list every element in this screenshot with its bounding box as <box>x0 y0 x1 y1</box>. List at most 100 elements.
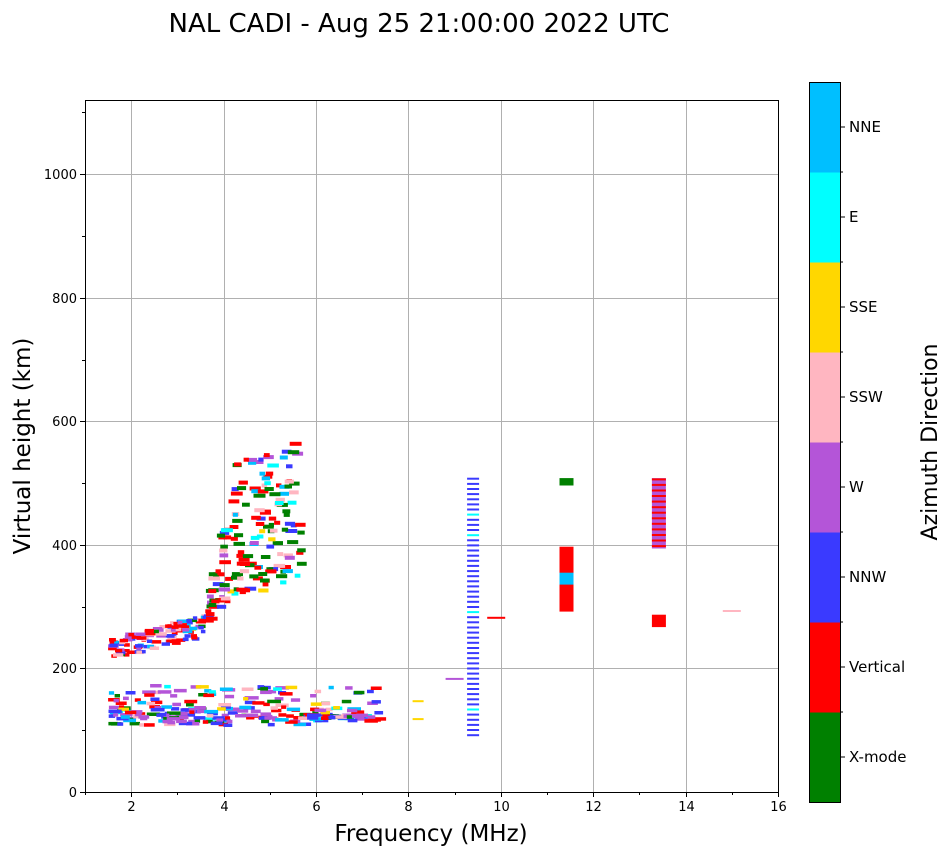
echo-cell <box>250 709 261 714</box>
echo-cell <box>314 708 327 713</box>
echo-cell <box>260 555 271 559</box>
echo-cell <box>216 718 224 722</box>
echo-cell <box>230 491 243 496</box>
echo-cell <box>176 624 187 628</box>
column-segment <box>467 595 480 598</box>
column-segment <box>467 534 480 537</box>
echo-cell <box>267 722 275 727</box>
colorbar-swatch <box>809 172 840 263</box>
echo-cell <box>232 512 238 517</box>
echo-cell <box>113 698 119 703</box>
echo-cell <box>114 694 120 698</box>
echo-cell <box>282 569 293 574</box>
feature-stripe <box>651 483 666 486</box>
echo-cell <box>144 631 156 636</box>
echo-cell <box>115 701 127 705</box>
echo-cell <box>243 457 249 462</box>
echo-cell <box>220 705 231 709</box>
feature-stripe <box>651 522 666 525</box>
echo-point <box>412 700 424 703</box>
echo-cell <box>204 614 214 618</box>
echo-cell <box>218 587 230 592</box>
echo-cell <box>353 690 365 695</box>
echo-cell <box>254 508 265 513</box>
colorbar-tick-label: SSE <box>849 298 878 316</box>
echo-cell <box>239 562 251 566</box>
echo-cell <box>138 715 150 719</box>
echo-cell <box>206 714 214 718</box>
echo-cell <box>325 707 333 712</box>
echo-cell <box>274 501 284 505</box>
echo-cell <box>208 572 218 577</box>
echo-cell <box>261 483 268 488</box>
feature-stripe <box>651 478 666 481</box>
echo-cell <box>256 516 266 521</box>
echo-cell <box>314 689 322 694</box>
feature-stripe <box>651 500 666 503</box>
echo-cell <box>186 619 193 623</box>
echo-cell <box>192 616 198 620</box>
column-segment <box>467 636 480 639</box>
column-segment <box>467 698 480 701</box>
echo-cell <box>242 502 250 507</box>
echo-cell <box>173 688 187 693</box>
echo-cell <box>281 705 287 709</box>
echo-cell <box>206 594 214 599</box>
echo-cell <box>273 687 282 691</box>
echo-cell <box>268 522 274 527</box>
colorbar-tick-label: NNW <box>849 568 886 586</box>
echo-cell <box>341 699 352 704</box>
feature-stripe <box>651 539 666 542</box>
echo-cell <box>191 636 198 640</box>
column-segment <box>467 477 480 480</box>
echo-cell <box>177 620 183 625</box>
echo-cell <box>170 628 178 632</box>
echo-cell <box>151 690 161 695</box>
echo-cell <box>171 638 181 642</box>
echo-cell <box>267 699 281 704</box>
feature-stripe <box>651 506 666 509</box>
column-segment <box>467 539 480 542</box>
echo-cell <box>218 703 232 707</box>
echo-cell <box>252 460 264 464</box>
echo-cell <box>137 700 147 705</box>
column-segment <box>467 508 480 511</box>
echo-cell <box>125 710 137 715</box>
echo-cell <box>218 596 231 601</box>
colorbar-tick-label: E <box>849 208 858 226</box>
echo-cell <box>196 709 207 714</box>
echo-cell <box>156 632 167 636</box>
echo-cell <box>367 689 374 694</box>
echo-cell <box>333 706 340 710</box>
echo-cell <box>283 553 293 558</box>
echo-cell <box>134 698 141 702</box>
echo-cell <box>193 716 206 720</box>
echo-cell <box>260 712 272 716</box>
echo-cell <box>220 544 228 549</box>
feature-stripe <box>651 495 666 497</box>
echo-cell <box>276 483 282 488</box>
echo-cell <box>208 690 216 694</box>
column-segment <box>467 580 480 583</box>
echo-cell <box>142 690 156 694</box>
echo-cell <box>135 632 146 636</box>
column-segment <box>467 626 480 629</box>
echo-cell <box>109 643 118 648</box>
echo-cell <box>184 634 191 638</box>
column-segment <box>467 606 480 608</box>
echo-cell <box>237 550 245 555</box>
echo-cell <box>108 646 118 651</box>
echo-cell <box>298 716 308 720</box>
echo-cell <box>279 455 288 460</box>
echo-cell <box>269 528 278 533</box>
echo-cell <box>205 612 215 617</box>
echo-cell <box>204 709 219 714</box>
echo-cell <box>208 603 217 607</box>
echo-cell <box>166 717 180 721</box>
echo-cell <box>224 599 231 604</box>
echo-cell <box>198 625 204 630</box>
echo-cell <box>272 541 283 546</box>
echo-cell <box>333 715 348 719</box>
feature-block <box>651 614 666 628</box>
